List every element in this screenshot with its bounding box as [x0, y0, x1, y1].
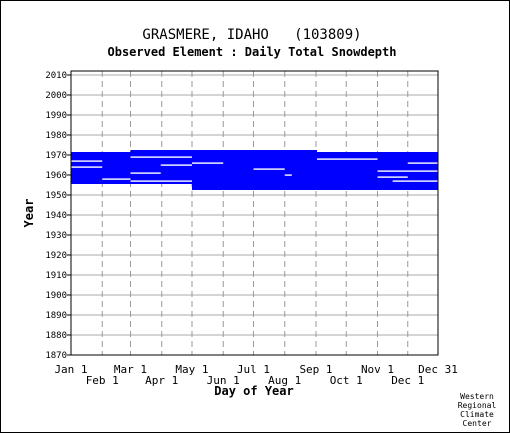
missing-data-gap: [377, 170, 438, 172]
missing-data-gap: [392, 180, 438, 182]
y-axis-ticks: 2010 2000 1990 1980 1970 1960 1950 1940 1930 1920…: [45, 71, 71, 361]
missing-data-gap: [160, 164, 192, 166]
y-tick-label: 1970: [45, 151, 67, 161]
y-tick-label: 1890: [45, 311, 67, 321]
credit-line-1: Western: [460, 392, 494, 401]
missing-data-gap: [71, 160, 103, 162]
x-tick-label: Dec 1: [391, 374, 424, 387]
x-tick-label: Jan 1: [54, 363, 87, 376]
y-tick-label: 1920: [45, 251, 67, 261]
y-tick-label: 1880: [45, 331, 67, 341]
missing-data-gap: [130, 172, 161, 174]
x-tick-label: Feb 1: [86, 374, 119, 387]
missing-data-gap: [284, 174, 292, 176]
y-tick-label: 1950: [45, 191, 67, 201]
missing-data-gap: [253, 168, 285, 170]
x-tick-label: Aug 1: [268, 374, 301, 387]
x-tick-label: Jul 1: [237, 363, 270, 376]
coverage-block: [130, 150, 318, 152]
y-tick-label: 1930: [45, 231, 67, 241]
missing-data-gap: [407, 162, 438, 164]
y-tick-label: 1940: [45, 211, 67, 221]
x-tick-label: Nov 1: [361, 363, 394, 376]
y-tick-label: 2010: [45, 71, 67, 81]
credit-line-4: Center: [463, 419, 492, 428]
missing-data-gap: [317, 158, 378, 160]
x-axis-label: Day of Year: [214, 384, 293, 398]
coverage-block: [191, 184, 438, 190]
missing-data-gap: [102, 178, 131, 180]
y-axis-label: Year: [22, 199, 36, 228]
missing-data-gap: [191, 162, 224, 164]
y-tick-label: 1900: [45, 291, 67, 301]
x-tick-label: Dec 31: [418, 363, 458, 376]
credit-line-3: Climate: [460, 410, 494, 419]
x-tick-label: Oct 1: [330, 374, 363, 387]
missing-data-gap: [377, 176, 408, 178]
credit-line-2: Regional: [458, 401, 497, 410]
y-tick-label: 2000: [45, 91, 67, 101]
data-layer: [71, 150, 438, 190]
x-tick-label: Apr 1: [145, 374, 178, 387]
missing-data-gap: [130, 156, 192, 158]
y-tick-label: 1960: [45, 171, 67, 181]
plot-area: [71, 71, 438, 355]
x-tick-label: Mar 1: [114, 363, 147, 376]
x-tick-label: May 1: [175, 363, 208, 376]
missing-data-gap: [130, 180, 192, 182]
y-tick-label: 1990: [45, 111, 67, 121]
chart-title: GRASMERE, IDAHO (103809): [142, 27, 361, 43]
y-tick-label: 1980: [45, 131, 67, 141]
x-tick-label: Jun 1: [207, 374, 240, 387]
y-tick-label: 1870: [45, 351, 67, 361]
plot-border: [70, 70, 439, 356]
x-tick-label: Sep 1: [299, 363, 332, 376]
chart-subtitle: Observed Element : Daily Total Snowdepth: [108, 45, 397, 59]
x-axis-ticks: Jan 1 Mar 1 May 1 Jul 1 Sep 1 Nov 1 Dec 31 Feb …: [54, 363, 457, 387]
missing-data-gap: [71, 166, 103, 168]
y-tick-label: 1910: [45, 271, 67, 281]
